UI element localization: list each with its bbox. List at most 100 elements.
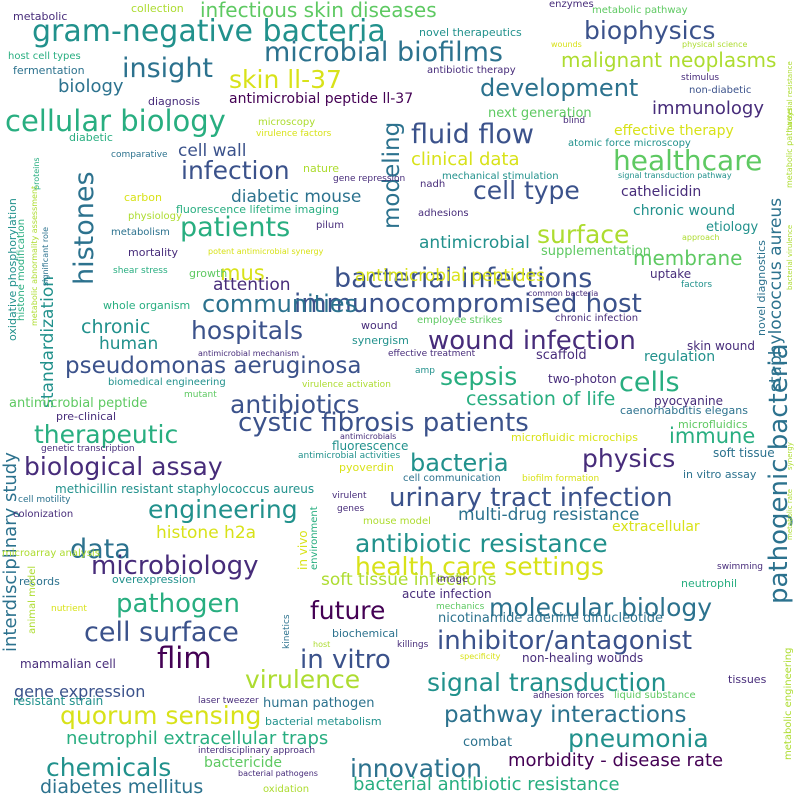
word-non-diabetic: non-diabetic [689, 85, 752, 96]
word-amp: amp [415, 366, 435, 376]
word-neutrophil: neutrophil [681, 577, 738, 590]
word-adhesions: adhesions [418, 208, 469, 219]
word-kinetics: kinetics [282, 614, 292, 649]
word-metabolic-abnormality-assessment: metabolic abnormality assessment [30, 185, 39, 326]
word-skin-wound: skin wound [687, 339, 755, 353]
word-tissues: tissues [728, 673, 767, 686]
word-cell-type: cell type [473, 176, 580, 205]
word-metabolism: metabolism [111, 227, 170, 238]
word-mouse-model: mouse model [363, 516, 431, 527]
word-extracellular: extracellular [612, 519, 700, 535]
word-diagnosis: diagnosis [148, 95, 200, 108]
word-human-pathogen: human pathogen [263, 696, 375, 711]
word-bacterial-metabolism: bacterial metabolism [265, 715, 382, 728]
word-future: future [310, 596, 386, 625]
word-collection: collection [131, 2, 184, 15]
word-development: development [480, 74, 639, 102]
word-chemicals: chemicals [46, 753, 172, 782]
word-animal-model: animal model [27, 565, 38, 634]
word-comparative: comparative [111, 150, 168, 160]
word-mechanics: mechanics [436, 602, 485, 612]
word-biology: biology [58, 76, 124, 97]
word-metabolic-rate: metabolic rate [786, 488, 794, 540]
word-sepsis: sepsis [440, 362, 518, 391]
word-nadh: nadh [420, 179, 446, 190]
word-nutrient: nutrient [51, 604, 87, 614]
word-cessation-of-life: cessation of life [466, 388, 616, 410]
word-morbidity-disease-rate: morbidity - disease rate [508, 750, 724, 771]
word-flim: flim [157, 641, 212, 675]
word-liquid-substance: liquid substance [614, 690, 696, 701]
word-antimicrobials: antimicrobials [340, 432, 397, 441]
word-virulent: virulent [332, 491, 367, 501]
word-antimicrobial-peptide-ll-37: antimicrobial peptide ll-37 [229, 91, 414, 107]
word-infectious-skin-diseases: infectious skin diseases [200, 0, 437, 22]
word-swimming: swimming [717, 562, 764, 572]
word-image: image [437, 574, 469, 585]
word-fermentation: fermentation [13, 64, 85, 77]
word-metabolic: metabolic [13, 10, 68, 23]
word-caenorhabditis-elegans: caenorhabditis elegans [620, 404, 748, 417]
word-overexpression: overexpression [112, 573, 196, 586]
word-host: host [313, 640, 331, 649]
word-immunocompromised-host: immunocompromised host [294, 289, 642, 319]
word-human: human [99, 334, 159, 354]
word-synergy: synergy [786, 442, 794, 470]
word-uptake: uptake [650, 267, 692, 281]
word-infection: infection [181, 156, 290, 185]
word-gene-expression: gene expression [14, 682, 146, 701]
word-diabetic: diabetic [69, 131, 113, 144]
word-physics: physics [582, 444, 676, 473]
word-employee-strikes: employee strikes [417, 315, 503, 326]
word-effective-treatment: effective treatment [388, 349, 476, 359]
word-healthcare: healthcare [613, 144, 763, 177]
word-mutant: mutant [184, 390, 217, 400]
word-pathogen: pathogen [116, 589, 240, 619]
word-mechanical-stimulation: mechanical stimulation [442, 171, 559, 182]
word-pilum: pilum [316, 220, 344, 231]
word-gram-negative-bacteria: gram-negative bacteria [32, 14, 386, 49]
word-bacterial-pathogens: bacterial pathogens [238, 769, 318, 778]
word-acute-infection: acute infection [402, 587, 492, 601]
word-cathelicidin: cathelicidin [621, 184, 702, 200]
word-histone-h2a: histone h2a [156, 523, 257, 543]
word-skin-ll-37: skin ll-37 [229, 65, 342, 94]
word-antimicrobial-peptide: antimicrobial peptide [9, 396, 148, 411]
word-standardization: standardization [38, 275, 58, 408]
word-combat: combat [463, 735, 513, 750]
word-virulence-factors: virulence factors [256, 129, 332, 139]
word-bacteria: bacteria [410, 449, 509, 477]
word-novel-therapeutics: novel therapeutics [419, 26, 522, 39]
word-bacterial-antibiotic-resistance: bacterial antibiotic resistance [353, 774, 620, 795]
word-enzymes: enzymes [549, 0, 594, 10]
word-pyocyanine: pyocyanine [654, 394, 724, 408]
word-innovation: innovation [350, 754, 482, 783]
word-methicillin-resistant-staphylococcus-aureus: methicillin resistant staphylococcus aur… [55, 482, 315, 496]
word-fluorescence: fluorescence [332, 439, 409, 453]
word-next-generation: next generation [488, 106, 592, 121]
word-communities: communities [202, 290, 358, 318]
word-molecular-biology: molecular biology [489, 593, 713, 622]
word-pathway-interactions: pathway interactions [444, 702, 687, 728]
word-laser-tweezer: laser tweezer [198, 696, 259, 706]
word-novel-diagnostics: novel diagnostics [755, 240, 768, 336]
word-virulence-activation: virulence activation [302, 380, 391, 390]
word-inhibitor-antagonist: inhibitor/antagonist [437, 626, 693, 656]
word-immunology: immunology [652, 98, 764, 119]
word-virulence: virulence [245, 665, 361, 694]
word-carbon: carbon [124, 191, 162, 204]
word-antibiotic-therapy: antibiotic therapy [427, 65, 516, 76]
word-chronic-wound: chronic wound [633, 203, 736, 219]
word-microarray-analysis: microarray analysis [2, 548, 100, 559]
word-mortality: mortality [128, 246, 178, 259]
word-wound-infection: wound infection [428, 326, 636, 356]
word-antibiotic-resistance: antibiotic resistance [355, 529, 608, 558]
word-surface: surface [537, 220, 630, 249]
word-host-cell-types: host cell types [8, 51, 81, 62]
word-antimicrobial: antimicrobial [419, 233, 530, 253]
word-therapeutic: therapeutic [34, 420, 179, 449]
word-significant-role: significant role [41, 226, 50, 286]
word-colonization: colonization [13, 509, 74, 520]
word-adhesion-forces: adhesion forces [533, 691, 605, 701]
word-nicotinamide-adenine-dinucleotide: nicotinamide adenine dinucleotide [438, 611, 663, 626]
